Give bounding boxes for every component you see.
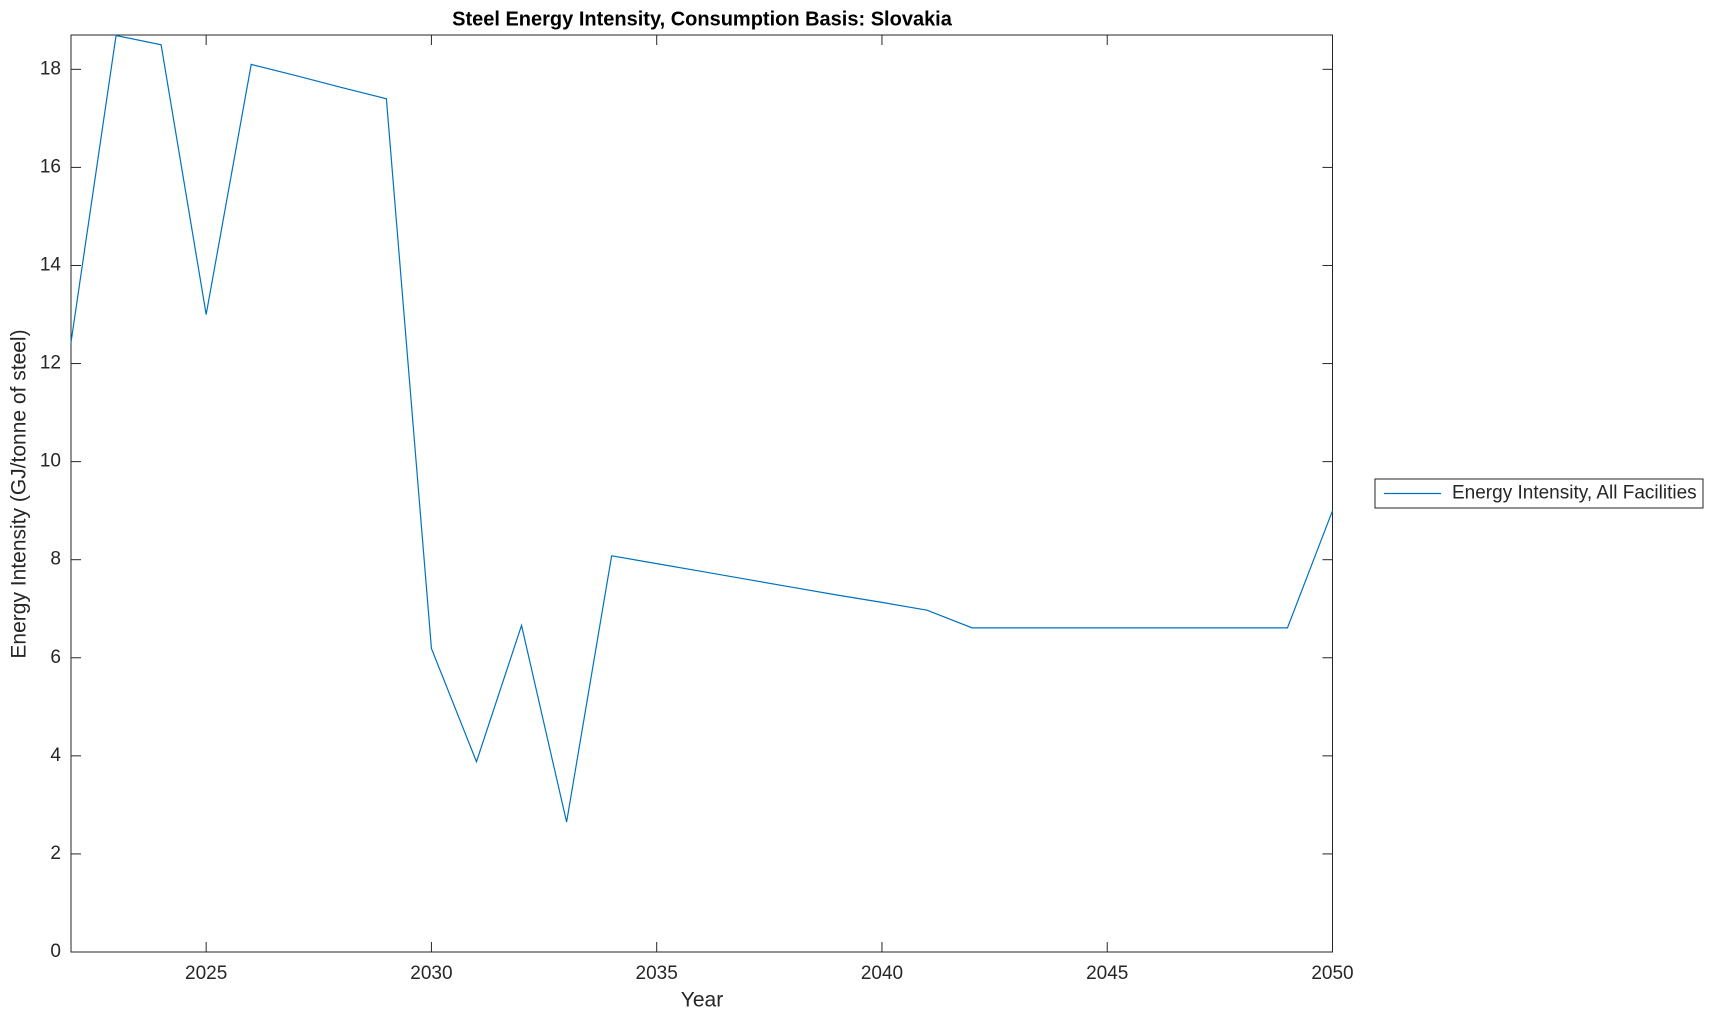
x-tick-label: 2025 [185, 963, 227, 984]
x-tick-label: 2040 [861, 963, 903, 984]
y-tick-label: 6 [50, 647, 61, 668]
x-tick-label: 2030 [410, 963, 452, 984]
y-tick-label: 10 [40, 451, 61, 472]
y-tick-label: 4 [50, 745, 61, 766]
line-series [70, 34, 1334, 823]
y-axis-label: Energy Intensity (GJ/tonne of steel) [8, 329, 31, 658]
x-tick-label: 2050 [1311, 963, 1353, 984]
chart-title: Steel Energy Intensity, Consumption Basi… [452, 8, 953, 30]
y-tick-label: 0 [50, 941, 61, 962]
y-tick-label: 18 [40, 58, 61, 79]
plot-frame [70, 34, 1333, 953]
x-tick-label: 2045 [1086, 963, 1128, 984]
y-tick-label: 2 [50, 843, 61, 864]
legend-label: Energy Intensity, All Facilities [1452, 483, 1697, 504]
x-tick-label: 2035 [636, 963, 678, 984]
y-tick-label: 12 [40, 353, 61, 374]
y-tick-label: 8 [50, 549, 61, 570]
x-axis-label: Year [681, 989, 723, 1012]
y-tick-label: 16 [40, 156, 61, 177]
y-tick-label: 14 [40, 254, 62, 275]
